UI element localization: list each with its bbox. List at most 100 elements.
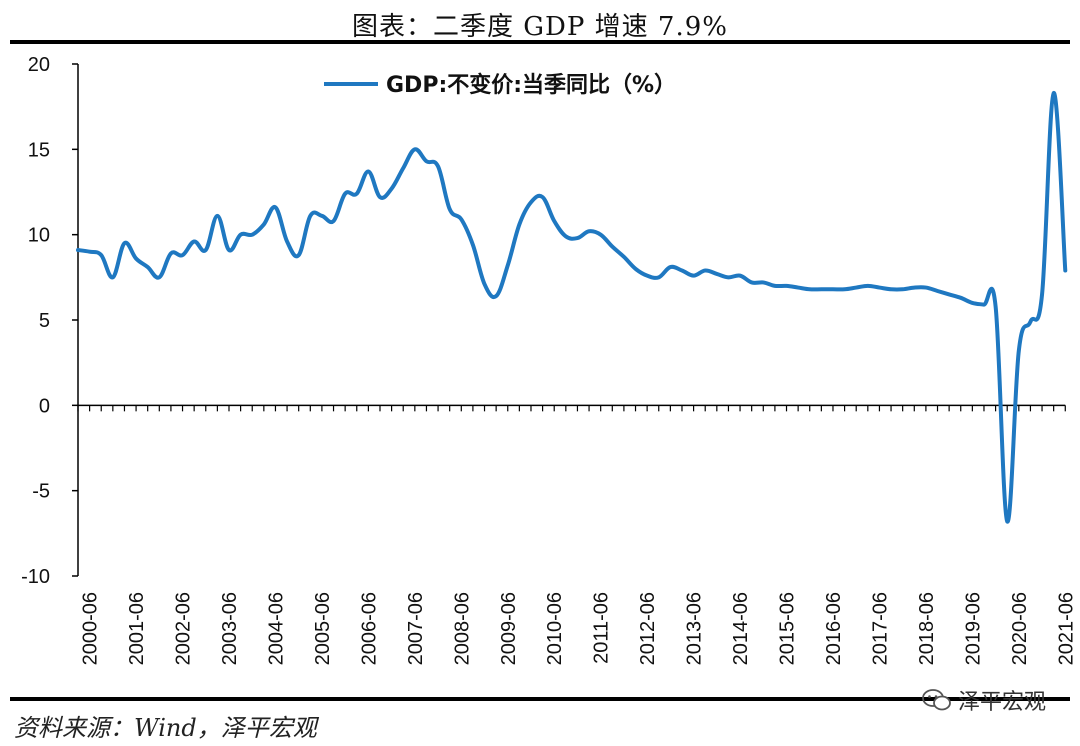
data-point: [135, 257, 137, 260]
y-tick-label: -5: [32, 481, 50, 503]
data-point: [170, 252, 172, 255]
data-point: [146, 266, 149, 268]
data-point: [1052, 92, 1055, 94]
y-axis: -10 -5 0 5 10 15 20: [21, 54, 79, 588]
data-point: [204, 249, 207, 251]
data-point: [692, 274, 695, 277]
data-point: [355, 192, 358, 195]
bottom-rule: [10, 697, 1070, 701]
y-tick-label: 10: [28, 225, 50, 247]
data-point: [263, 223, 265, 226]
data-point: [634, 268, 637, 270]
data-point: [251, 233, 254, 236]
watermark-text: 泽平宏观: [957, 690, 1046, 715]
y-tick-label: -10: [21, 566, 50, 588]
data-point: [808, 288, 811, 291]
y-tick-label: 5: [39, 310, 50, 332]
data-point: [704, 269, 707, 272]
y-tick-label: 0: [39, 395, 50, 417]
x-tick-label: 2009-06: [498, 592, 520, 665]
data-point: [425, 160, 428, 163]
data-point: [506, 264, 509, 267]
data-point: [994, 305, 997, 308]
data-point: [181, 254, 184, 256]
series-line-0: [76, 90, 1068, 524]
data-point: [437, 165, 439, 168]
x-tick-label: 2017-06: [869, 592, 891, 665]
series-layer: [76, 90, 1068, 524]
x-axis: 2000-06 2001-06 2002-06 2003-06 2004-06 2005-…: [77, 404, 1077, 665]
data-point: [414, 148, 416, 151]
x-tick-label: 2000-06: [80, 592, 102, 665]
data-point: [402, 167, 405, 169]
data-point: [565, 235, 567, 238]
data-point: [599, 233, 602, 236]
data-point: [727, 276, 730, 279]
data-point: [309, 215, 312, 217]
x-tick-label: 2016-06: [823, 592, 845, 665]
data-point: [530, 201, 532, 204]
data-point: [1041, 293, 1043, 296]
data-point: [971, 302, 974, 304]
data-point: [553, 220, 556, 222]
data-point: [100, 254, 103, 256]
x-tick-label: 2012-06: [637, 592, 659, 665]
data-point: [332, 220, 335, 222]
data-point: [1064, 269, 1067, 272]
data-point: [123, 242, 126, 244]
data-point: [623, 256, 625, 258]
data-point: [948, 293, 950, 296]
data-point: [901, 288, 904, 291]
data-point: [344, 192, 346, 195]
data-point: [878, 286, 881, 289]
data-point: [774, 285, 776, 287]
legend: GDP:不变价:当季同比（%）: [324, 72, 676, 98]
data-point: [762, 281, 765, 284]
x-tick-label: 2021-06: [1055, 592, 1077, 665]
data-point: [216, 215, 219, 217]
x-tick-label: 2002-06: [173, 592, 195, 665]
x-tick-label: 2004-06: [265, 592, 287, 665]
x-tick-label: 2001-06: [126, 592, 148, 665]
data-point: [483, 283, 486, 285]
data-point: [88, 250, 91, 253]
x-tick-label: 2020-06: [1009, 592, 1031, 665]
data-point: [611, 245, 614, 248]
source-note: 资料来源：Wind，泽平宏观: [14, 714, 317, 742]
data-point: [832, 288, 834, 291]
x-tick-label: 2015-06: [777, 592, 799, 665]
chart-title: 图表：二季度 GDP 增速 7.9%: [352, 12, 728, 42]
data-point: [541, 196, 544, 198]
data-point: [77, 249, 79, 251]
data-point: [518, 223, 521, 226]
data-point: [460, 218, 463, 221]
data-point: [925, 286, 927, 289]
data-point: [983, 303, 985, 306]
data-point: [286, 240, 288, 243]
y-tick-label: 20: [28, 54, 50, 76]
data-point: [797, 286, 799, 289]
x-tick-label: 2019-06: [962, 592, 984, 665]
data-point: [367, 170, 370, 173]
x-tick-label: 2007-06: [405, 592, 427, 665]
wechat-icon: [922, 689, 951, 711]
data-point: [1018, 349, 1020, 352]
x-tick-label: 2014-06: [730, 592, 752, 665]
data-point: [820, 288, 823, 291]
data-point: [657, 276, 660, 279]
data-point: [472, 244, 474, 246]
x-tick-label: 2006-06: [358, 592, 380, 665]
data-point: [843, 288, 846, 291]
top-rule: [10, 40, 1070, 44]
data-point: [576, 237, 579, 239]
data-point: [1029, 320, 1032, 323]
data-point: [588, 230, 590, 233]
data-point: [448, 208, 451, 210]
watermark: 泽平宏观: [922, 684, 1046, 716]
data-point: [959, 297, 962, 299]
y-tick-label: 15: [28, 139, 50, 161]
x-tick-label: 2013-06: [684, 592, 706, 665]
data-point: [739, 274, 741, 277]
data-point: [716, 273, 718, 275]
data-point: [890, 288, 892, 291]
